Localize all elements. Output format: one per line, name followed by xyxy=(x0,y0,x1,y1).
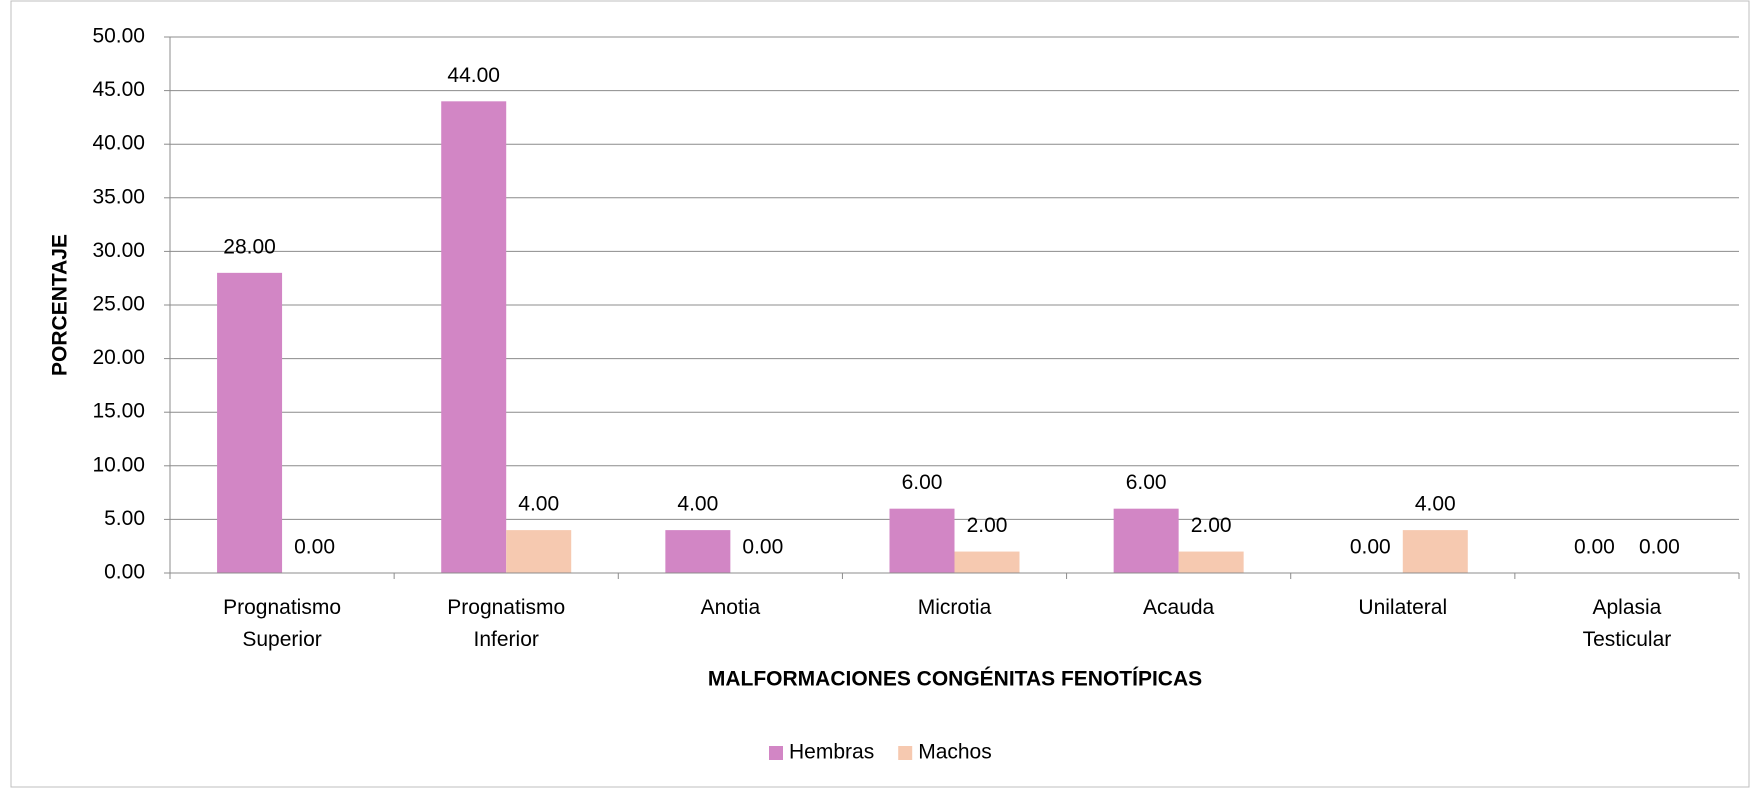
bar xyxy=(1113,508,1179,573)
y-axis-title: PORCENTAJE xyxy=(49,234,72,376)
data-label: 6.00 xyxy=(902,471,943,494)
bar xyxy=(441,101,507,573)
chart-border xyxy=(10,0,1750,788)
data-label: 0.00 xyxy=(1350,536,1391,559)
bar xyxy=(217,272,283,573)
legend-swatch xyxy=(898,746,913,760)
data-label: 0.00 xyxy=(1639,536,1680,559)
x-tick-label: Unilateral xyxy=(1358,596,1447,619)
bar xyxy=(889,508,955,573)
data-label: 4.00 xyxy=(518,493,559,516)
data-label: 0.00 xyxy=(742,536,783,559)
bar xyxy=(954,551,1020,573)
data-label: 0.00 xyxy=(1574,536,1615,559)
legend-label: Hembras xyxy=(789,741,874,764)
legend-swatch xyxy=(769,746,783,760)
y-tick-label: 20.00 xyxy=(92,346,145,369)
x-tick-label: Prognatismo Superior xyxy=(223,596,341,651)
y-tick-label: 50.00 xyxy=(92,25,145,48)
y-tick-label: 40.00 xyxy=(92,132,145,155)
y-tick-label: 0.00 xyxy=(104,561,145,584)
data-label: 44.00 xyxy=(447,64,500,87)
data-label: 0.00 xyxy=(294,536,335,559)
x-tick-label: Anotia xyxy=(701,596,761,619)
data-label: 28.00 xyxy=(223,235,276,258)
y-tick-label: 15.00 xyxy=(92,400,145,423)
data-label: 6.00 xyxy=(1126,471,1167,494)
x-tick-label: Prognatismo Inferior xyxy=(447,596,565,651)
bar xyxy=(506,530,572,573)
y-tick-label: 25.00 xyxy=(92,293,145,316)
bar xyxy=(1402,530,1468,573)
legend-label: Machos xyxy=(918,741,992,764)
bar xyxy=(665,530,731,573)
data-label: 2.00 xyxy=(1191,514,1232,537)
y-tick-label: 10.00 xyxy=(92,453,145,476)
x-axis-title: MALFORMACIONES CONGÉNITAS FENOTÍPICAS xyxy=(708,668,1202,691)
x-tick-label: Acauda xyxy=(1143,596,1215,619)
y-tick-label: 35.00 xyxy=(92,185,145,208)
x-tick-label: Aplasia Testicular xyxy=(1583,596,1672,651)
data-label: 4.00 xyxy=(677,493,718,516)
y-tick-label: 30.00 xyxy=(92,239,145,262)
y-tick-label: 45.00 xyxy=(92,78,145,101)
y-tick-label: 5.00 xyxy=(104,507,145,530)
x-tick-label: Microtia xyxy=(918,596,992,619)
data-label: 2.00 xyxy=(967,514,1008,537)
data-label: 4.00 xyxy=(1415,493,1456,516)
bar xyxy=(1178,551,1244,573)
